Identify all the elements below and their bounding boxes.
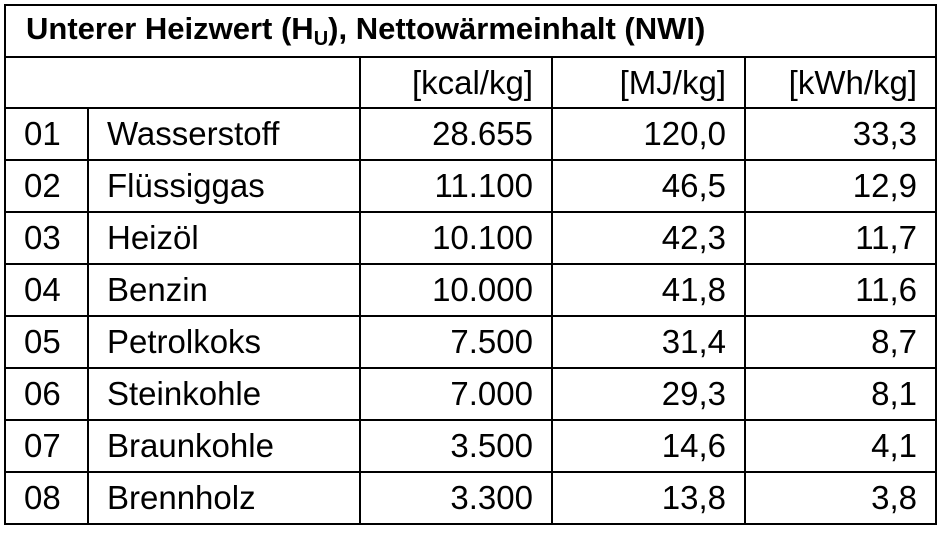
mj-value: 120,0 — [551, 107, 746, 161]
unit-header: [MJ/kg] — [551, 56, 746, 109]
row-index: 04 — [4, 263, 89, 317]
kcal-value: 3.500 — [359, 419, 553, 473]
heating-value-table: Unterer Heizwert (HU), Nettowärmeinhalt … — [3, 4, 938, 525]
empty-header — [4, 56, 361, 109]
row-index: 05 — [4, 315, 89, 369]
row-index: 08 — [4, 471, 89, 525]
kwh-value: 12,9 — [743, 159, 938, 213]
data-row: 01 Wasserstoff 28.655 120,0 33,3 — [4, 107, 938, 161]
fuel-name: Brennholz — [87, 471, 361, 525]
mj-value: 42,3 — [551, 211, 746, 265]
unit-header: [kcal/kg] — [359, 56, 553, 109]
fuel-name: Heizöl — [87, 211, 361, 265]
kwh-value: 11,6 — [743, 263, 938, 317]
data-row: 05 Petrolkoks 7.500 31,4 8,7 — [4, 315, 938, 369]
data-row: 07 Braunkohle 3.500 14,6 4,1 — [4, 419, 938, 473]
mj-value: 13,8 — [551, 471, 746, 525]
row-index: 03 — [4, 211, 89, 265]
data-row: 08 Brennholz 3.300 13,8 3,8 — [4, 471, 938, 525]
row-index: 02 — [4, 159, 89, 213]
kwh-value: 8,1 — [743, 367, 938, 421]
row-index: 01 — [4, 107, 89, 161]
data-row: 04 Benzin 10.000 41,8 11,6 — [4, 263, 938, 317]
mj-value: 14,6 — [551, 419, 746, 473]
title-text: Unterer Heizwert (H — [26, 11, 314, 46]
kwh-value: 8,7 — [743, 315, 938, 369]
row-index: 07 — [4, 419, 89, 473]
kwh-value: 4,1 — [743, 419, 938, 473]
table-title: Unterer Heizwert (HU), Nettowärmeinhalt … — [3, 4, 938, 58]
mj-value: 29,3 — [551, 367, 746, 421]
fuel-name: Benzin — [87, 263, 361, 317]
fuel-name: Wasserstoff — [87, 107, 361, 161]
kcal-value: 10.100 — [359, 211, 553, 265]
data-row: 03 Heizöl 10.100 42,3 11,7 — [4, 211, 938, 265]
title-text: ), Nettowärmeinhalt (NWI) — [328, 11, 706, 46]
fuel-name: Braunkohle — [87, 419, 361, 473]
fuel-name: Steinkohle — [87, 367, 361, 421]
kwh-value: 33,3 — [743, 107, 938, 161]
fuel-name: Flüssiggas — [87, 159, 361, 213]
mj-value: 31,4 — [551, 315, 746, 369]
kcal-value: 3.300 — [359, 471, 553, 525]
header-row: [kcal/kg] [MJ/kg] [kWh/kg] — [4, 56, 938, 109]
kcal-value: 7.000 — [359, 367, 553, 421]
title-row: Unterer Heizwert (HU), Nettowärmeinhalt … — [3, 4, 938, 58]
kcal-value: 11.100 — [359, 159, 553, 213]
kwh-value: 3,8 — [743, 471, 938, 525]
data-row: 06 Steinkohle 7.000 29,3 8,1 — [4, 367, 938, 421]
kcal-value: 10.000 — [359, 263, 553, 317]
kwh-value: 11,7 — [743, 211, 938, 265]
data-row: 02 Flüssiggas 11.100 46,5 12,9 — [4, 159, 938, 213]
kcal-value: 7.500 — [359, 315, 553, 369]
title-subscript: U — [313, 28, 329, 50]
mj-value: 41,8 — [551, 263, 746, 317]
row-index: 06 — [4, 367, 89, 421]
unit-header: [kWh/kg] — [743, 56, 938, 109]
mj-value: 46,5 — [551, 159, 746, 213]
kcal-value: 28.655 — [359, 107, 553, 161]
fuel-name: Petrolkoks — [87, 315, 361, 369]
